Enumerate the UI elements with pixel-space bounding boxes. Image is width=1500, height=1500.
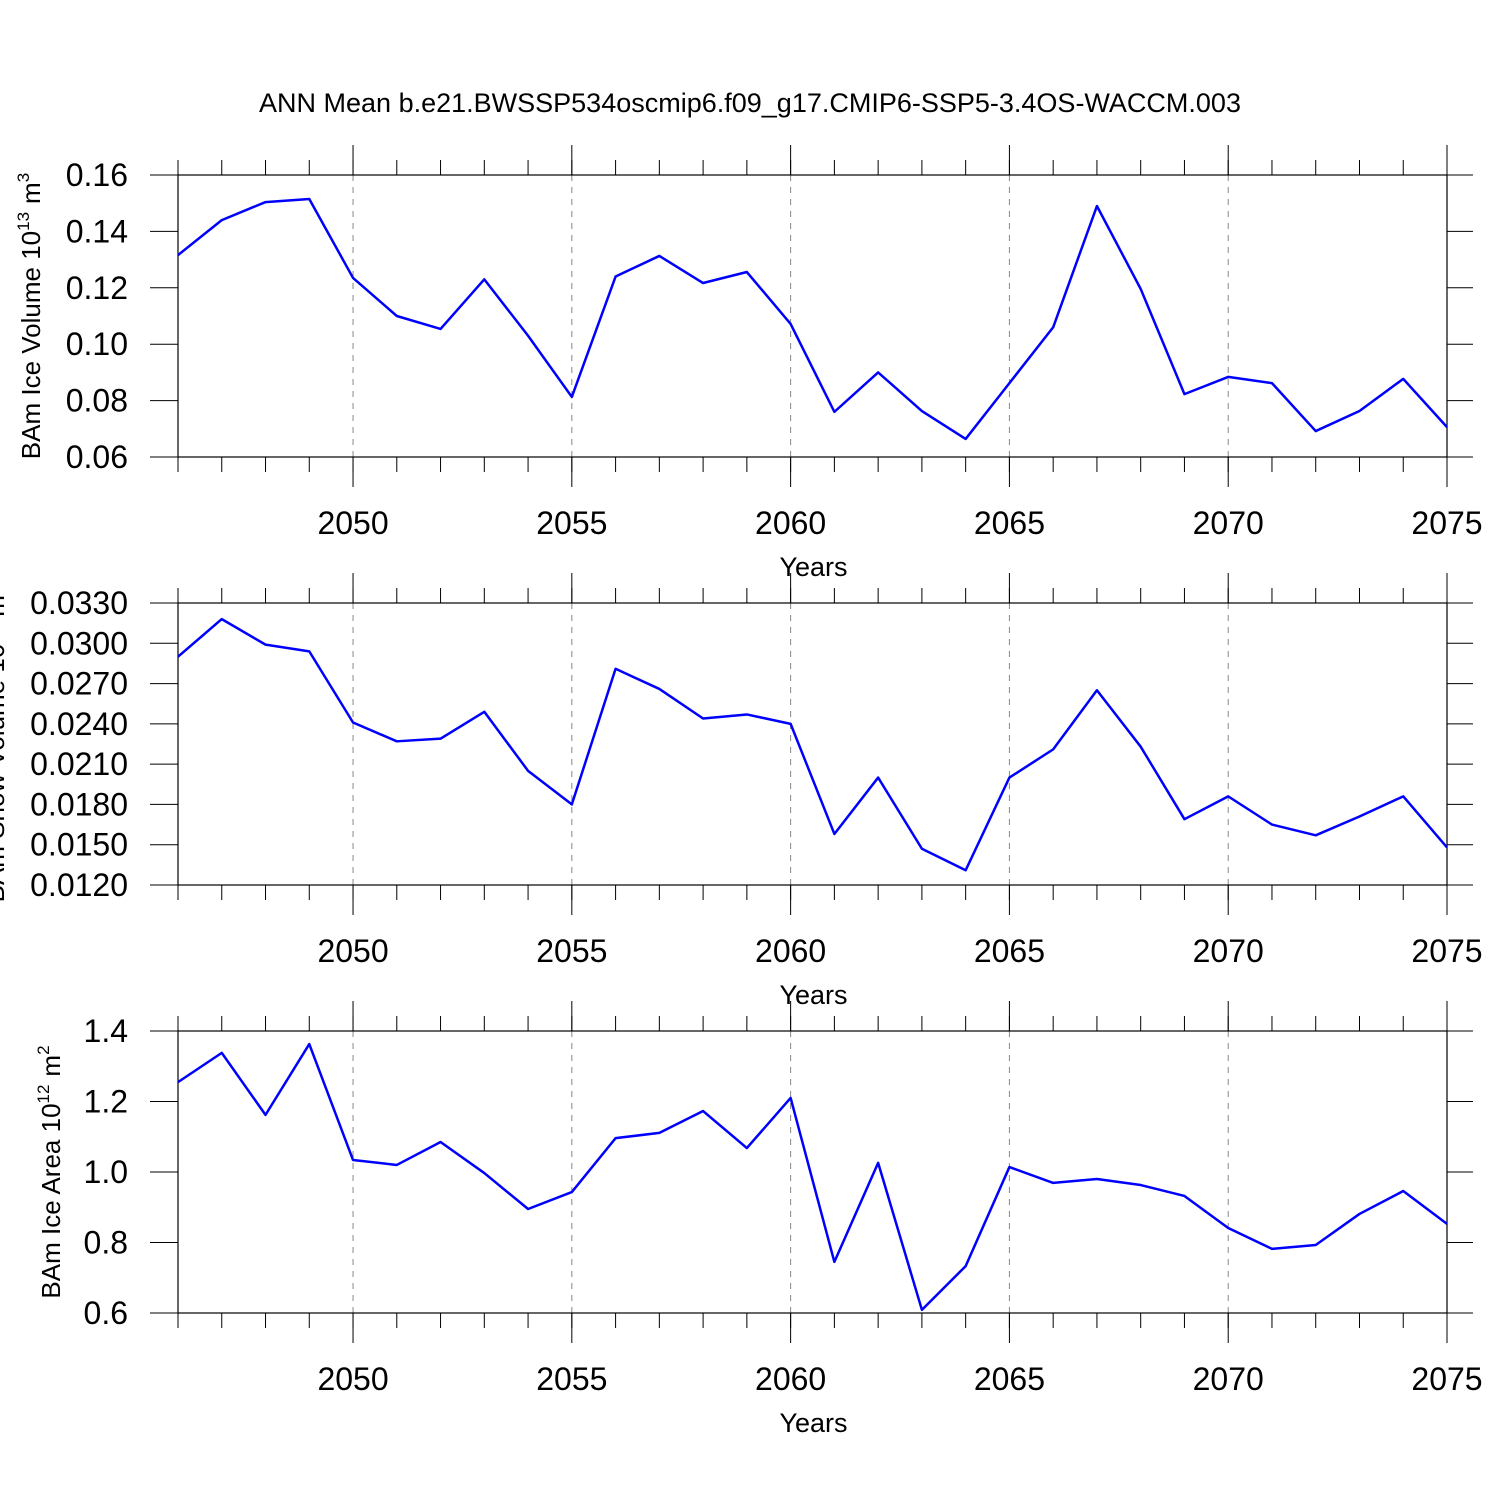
x-axis-label: Years [779,1408,847,1438]
y-tick-label: 0.0270 [30,666,128,702]
x-tick-label: 2055 [536,933,607,969]
x-axis-label: Years [779,980,847,1010]
x-axis-label: Years [779,552,847,582]
x-tick-label: 2075 [1411,505,1482,541]
plot-frame [177,174,1448,458]
y-axis-label: BAm Ice Volume 1013 m3 [14,173,46,459]
x-tick-label: 2050 [317,933,388,969]
y-axis-label-unit-exponent: 2 [34,1045,53,1054]
x-tick-label: 2060 [755,933,826,969]
data-line [177,1042,1448,1312]
x-tick-label: 2065 [974,1361,1045,1397]
data-line [177,617,1448,872]
data-line [177,197,1448,441]
y-axis-label: BAm Ice Area 1012 m2 [34,1045,66,1298]
y-tick-label: 0.0120 [30,867,128,903]
x-tick-label: 2075 [1411,1361,1482,1397]
y-axis-label-text: BAm Ice Area 10 [36,1103,66,1298]
y-tick-label: 0.6 [84,1295,128,1331]
y-tick-label: 0.14 [66,213,128,249]
x-tick-label: 2065 [974,933,1045,969]
y-axis-label-unit: m [0,595,10,617]
y-tick-label: 0.06 [66,439,128,475]
x-tick-label: 2060 [755,505,826,541]
y-axis-label: BAm Snow Volume 1013m3 [0,586,10,903]
x-tick-label: 2060 [755,1361,826,1397]
y-tick-label: 0.0300 [30,625,128,661]
y-axis-label-exponent: 12 [34,1085,53,1104]
x-tick-label: 2050 [317,1361,388,1397]
x-tick-label: 2050 [317,505,388,541]
y-tick-label: 0.12 [66,270,128,306]
y-axis-label-text: BAm Snow Volume 10 [0,644,10,903]
y-tick-label: 0.0150 [30,827,128,863]
y-tick-label: 0.0330 [30,585,128,621]
y-tick-label: 0.08 [66,383,128,419]
y-axis-label-unit: m [16,182,46,204]
y-tick-label: 0.10 [66,326,128,362]
y-axis-label-unit-exponent: 3 [14,173,33,182]
x-tick-label: 2075 [1411,933,1482,969]
x-tick-label: 2055 [536,505,607,541]
x-tick-label: 2070 [1193,505,1264,541]
y-axis-label-exponent: 13 [14,212,33,231]
plot-frame [177,1030,1448,1314]
x-tick-label: 2070 [1193,1361,1264,1397]
y-tick-label: 0.0240 [30,706,128,742]
y-tick-label: 1.0 [84,1154,128,1190]
y-tick-label: 1.4 [84,1013,128,1049]
x-tick-label: 2065 [974,505,1045,541]
plot-frame [177,602,1448,886]
y-tick-label: 1.2 [84,1084,128,1120]
y-axis-label-unit: m [36,1055,66,1077]
y-tick-label: 0.0210 [30,746,128,782]
x-tick-label: 2070 [1193,933,1264,969]
chart-title: ANN Mean b.e21.BWSSP534oscmip6.f09_g17.C… [259,88,1241,118]
x-tick-label: 2055 [536,1361,607,1397]
y-tick-label: 0.16 [66,157,128,193]
y-axis-label-text: BAm Ice Volume 10 [16,231,46,459]
y-tick-label: 0.8 [84,1225,128,1261]
y-tick-label: 0.0180 [30,786,128,822]
